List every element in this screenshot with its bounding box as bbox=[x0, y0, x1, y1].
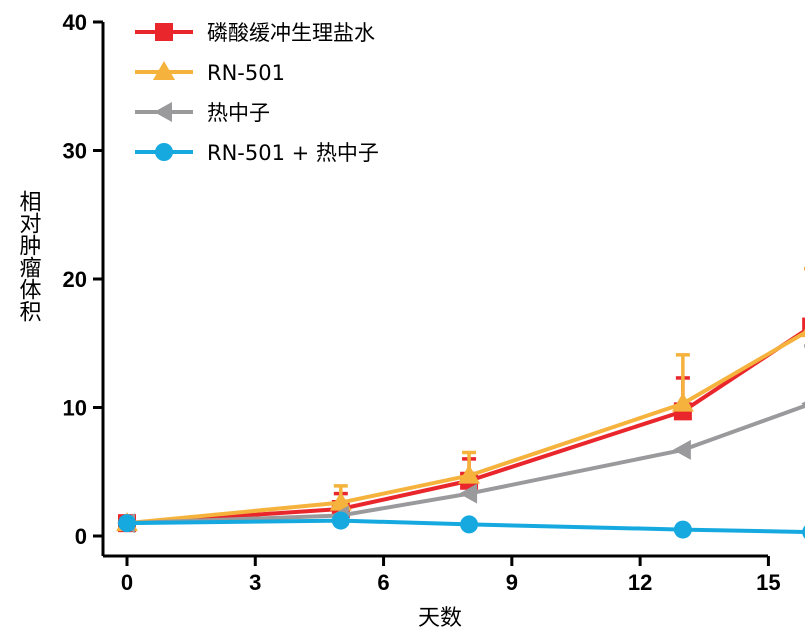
y-axis-title: 相对肿瘤体积 bbox=[16, 190, 42, 322]
x-axis-title: 天数 bbox=[418, 606, 462, 631]
data-point bbox=[331, 511, 350, 530]
data-point bbox=[458, 464, 481, 484]
series-line bbox=[126, 330, 805, 526]
y-tick-label: 40 bbox=[63, 10, 87, 35]
series-line bbox=[126, 328, 805, 526]
data-point bbox=[673, 520, 692, 539]
x-tick-label: 15 bbox=[756, 570, 780, 595]
legend-item-2: RN-501 bbox=[135, 61, 285, 85]
legend: 磷酸缓冲生理盐水 RN-501 热中子 RN-501 + 热中子 bbox=[135, 21, 379, 165]
axes-layer: 036912151821010203040天数相对肿瘤体积 bbox=[16, 10, 781, 631]
legend-item-1: 磷酸缓冲生理盐水 bbox=[135, 21, 375, 45]
legend-marker bbox=[154, 102, 172, 122]
data-point bbox=[118, 514, 136, 533]
data-point bbox=[671, 392, 694, 412]
data-point bbox=[802, 317, 805, 336]
x-tick-label: 6 bbox=[377, 570, 389, 595]
data-point bbox=[672, 439, 691, 460]
data-point bbox=[329, 491, 352, 511]
legend-label: 磷酸缓冲生理盐水 bbox=[207, 21, 375, 45]
x-tick-label: 9 bbox=[506, 570, 518, 595]
x-tick-label: 12 bbox=[628, 570, 652, 595]
data-point bbox=[800, 328, 805, 338]
x-tick-label: 3 bbox=[249, 570, 261, 595]
data-point bbox=[460, 515, 479, 534]
data-point bbox=[459, 483, 478, 504]
y-tick-label: 20 bbox=[63, 267, 87, 292]
x-tick-label: 0 bbox=[121, 570, 133, 595]
y-tick-label: 10 bbox=[63, 396, 87, 421]
y-tick-label: 30 bbox=[63, 139, 87, 164]
data-point bbox=[801, 401, 805, 406]
y-tick-label: 0 bbox=[75, 524, 87, 549]
data-point bbox=[802, 525, 805, 539]
series-2 bbox=[116, 266, 805, 532]
series-layer: **** bbox=[116, 266, 805, 539]
series-4 bbox=[118, 511, 805, 539]
legend-label: RN-501 + 热中子 bbox=[207, 141, 379, 165]
legend-marker bbox=[155, 143, 173, 161]
legend-label: 热中子 bbox=[207, 101, 270, 125]
legend-marker bbox=[153, 61, 175, 80]
legend-marker bbox=[155, 23, 173, 41]
legend-label: RN-501 bbox=[207, 61, 285, 85]
series-3 bbox=[117, 344, 805, 534]
legend-item-4: RN-501 + 热中子 bbox=[135, 141, 379, 165]
legend-item-3: 热中子 bbox=[135, 101, 270, 125]
